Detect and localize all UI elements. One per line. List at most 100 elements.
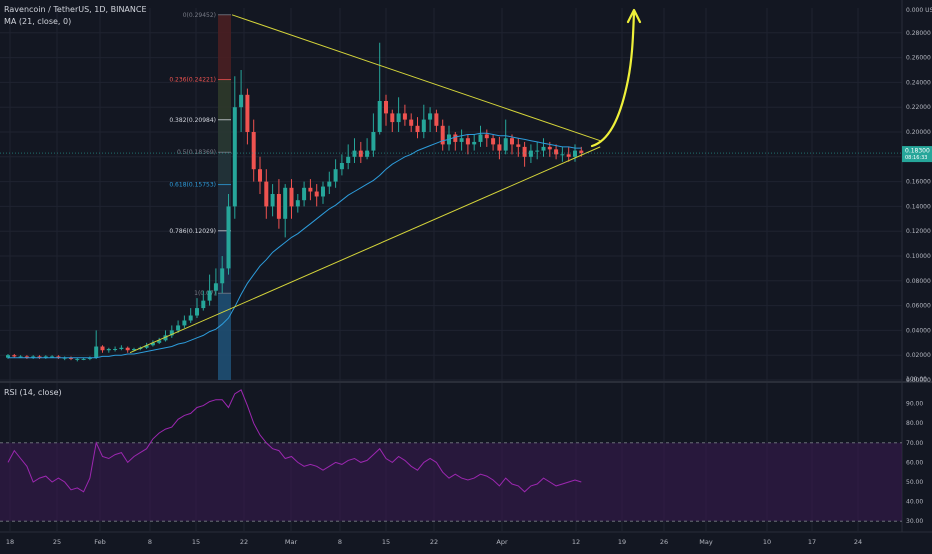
candle-body bbox=[195, 308, 199, 316]
chart-title: Ravencoin / TetherUS, 1D, BINANCE bbox=[4, 5, 147, 14]
candle-body bbox=[579, 150, 584, 154]
time-tick-label: May bbox=[699, 538, 713, 546]
candle-body bbox=[365, 150, 370, 157]
candle-body bbox=[554, 149, 559, 155]
candle-body bbox=[396, 113, 401, 123]
price-tick-label: 0.28000 bbox=[906, 30, 931, 37]
ma-legend: MA (21, close, 0) bbox=[4, 17, 72, 26]
candle-body bbox=[283, 187, 288, 219]
time-tick-label: 22 bbox=[240, 538, 248, 546]
time-tick-label: 17 bbox=[808, 538, 816, 546]
candle-body bbox=[132, 349, 136, 351]
time-tick-label: Apr bbox=[496, 538, 508, 546]
candle-body bbox=[43, 356, 48, 358]
candle-body bbox=[295, 200, 300, 207]
candle-body bbox=[276, 194, 281, 219]
candle-body bbox=[573, 150, 577, 157]
candle-body bbox=[510, 138, 514, 145]
candle-body bbox=[566, 154, 571, 157]
fib-level-label: 0.236(0.24221) bbox=[169, 77, 216, 84]
candle-body bbox=[270, 194, 275, 207]
candle-body bbox=[358, 150, 363, 157]
rsi-tick-label: 80.00 bbox=[906, 420, 923, 427]
candle-body bbox=[421, 119, 426, 132]
time-tick-label: Feb bbox=[94, 538, 106, 546]
rsi-legend: RSI (14, close) bbox=[4, 388, 62, 397]
candle-body bbox=[113, 349, 118, 350]
candle-body bbox=[453, 134, 458, 142]
rsi-tick-label: 40.00 bbox=[906, 499, 923, 506]
price-tick-label: 0.26000 bbox=[906, 55, 931, 62]
candle-body bbox=[157, 340, 162, 343]
candle-body bbox=[472, 141, 477, 145]
fib-zone-band bbox=[218, 293, 231, 380]
rsi-tick-label: 60.00 bbox=[906, 459, 923, 466]
candle-body bbox=[188, 315, 193, 321]
candle-body bbox=[144, 345, 149, 348]
price-tick-label: 0.20000 bbox=[906, 129, 931, 136]
candle-body bbox=[371, 132, 376, 151]
candle-countdown: 08:16:33 bbox=[905, 155, 927, 161]
fib-zone-band bbox=[218, 79, 231, 120]
time-tick-label: 8 bbox=[338, 538, 342, 546]
candle-body bbox=[169, 330, 174, 336]
candle-body bbox=[484, 134, 489, 139]
current-price-tag bbox=[902, 146, 932, 163]
time-tick-label: 19 bbox=[618, 538, 626, 546]
candle-body bbox=[119, 347, 124, 349]
candle-body bbox=[459, 138, 464, 142]
candle-body bbox=[333, 169, 338, 182]
candle-body bbox=[182, 320, 187, 326]
candle-body bbox=[289, 187, 294, 207]
candle-body bbox=[75, 358, 80, 360]
rsi-line bbox=[7, 389, 582, 493]
candle-body bbox=[69, 357, 73, 359]
candle-body bbox=[560, 154, 565, 156]
price-tick-label: 0.08000 bbox=[906, 278, 931, 285]
breakout-arrow-line bbox=[590, 10, 636, 148]
time-tick-label: 22 bbox=[430, 538, 438, 546]
candle-body bbox=[150, 342, 155, 346]
candle-body bbox=[440, 125, 445, 145]
fib-level-label: 0.382(0.20984) bbox=[169, 117, 216, 124]
rsi-tick-label: 70.00 bbox=[906, 440, 923, 447]
time-tick-label: 15 bbox=[192, 538, 200, 546]
fib-zone-band bbox=[218, 152, 231, 185]
fib-level-label: 0.786(0.12029) bbox=[169, 228, 216, 235]
price-tick-label: 0.04000 bbox=[906, 327, 931, 334]
fib-zone-band bbox=[218, 119, 231, 153]
candle-body bbox=[465, 138, 470, 145]
candle-body bbox=[339, 163, 344, 170]
fib-level-label: 0.5(0.18369) bbox=[177, 149, 216, 156]
candle-body bbox=[226, 206, 231, 269]
candle-body bbox=[18, 356, 23, 358]
time-tick-label: 25 bbox=[53, 538, 61, 546]
candle-body bbox=[503, 138, 508, 151]
time-tick-label: 10 bbox=[763, 538, 771, 546]
price-tick-label: 0.06000 bbox=[906, 303, 931, 310]
candle-body bbox=[314, 191, 319, 197]
price-tick-label: 0.24000 bbox=[906, 79, 931, 86]
time-tick-label: 18 bbox=[6, 538, 14, 546]
candle-body bbox=[384, 101, 388, 114]
rsi-tick-label: 90.00 bbox=[906, 401, 923, 408]
candle-body bbox=[327, 181, 332, 187]
candle-body bbox=[352, 150, 357, 157]
time-tick-label: 15 bbox=[382, 538, 390, 546]
rsi-band bbox=[0, 442, 902, 522]
candle-body bbox=[87, 357, 92, 359]
candle-body bbox=[428, 113, 433, 120]
price-tick-label: 0.10000 bbox=[906, 253, 931, 260]
rsi-tick-label: 30.00 bbox=[906, 518, 923, 525]
candle-body bbox=[232, 107, 237, 207]
candle-body bbox=[377, 101, 382, 132]
current-price-value: 0.18300 bbox=[905, 148, 930, 155]
candle-body bbox=[12, 355, 17, 357]
fib-level-label: 1(0.07) bbox=[194, 290, 216, 297]
price-tick-label: 0.02000 bbox=[906, 352, 931, 359]
time-tick-label: 26 bbox=[660, 538, 668, 546]
fib-zone-band bbox=[218, 14, 231, 80]
candle-body bbox=[434, 113, 439, 126]
